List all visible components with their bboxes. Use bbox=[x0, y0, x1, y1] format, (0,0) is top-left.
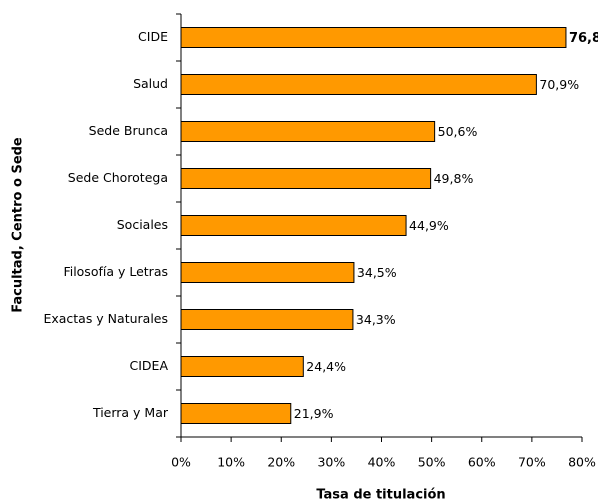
value-label: 49,8% bbox=[434, 171, 474, 186]
value-label: 70,9% bbox=[539, 77, 579, 92]
x-tick-label: 70% bbox=[518, 455, 546, 470]
bar bbox=[180, 262, 355, 283]
bar bbox=[180, 168, 432, 189]
bar bbox=[180, 74, 537, 95]
y-tick-label: Sede Brunca bbox=[89, 123, 168, 138]
x-tick-label: 80% bbox=[568, 455, 596, 470]
value-label: 24,4% bbox=[306, 359, 346, 374]
value-label: 76,8% bbox=[569, 31, 598, 46]
y-tick-label: Sede Chorotega bbox=[68, 170, 168, 185]
bar bbox=[180, 121, 436, 142]
y-axis-title: Facultad, Centro o Sede bbox=[11, 137, 26, 313]
y-tick-label: Sociales bbox=[117, 217, 168, 232]
value-label: 34,3% bbox=[356, 312, 396, 327]
y-tick-label: Salud bbox=[133, 76, 168, 91]
value-label: 34,5% bbox=[357, 265, 397, 280]
y-tick-label: Exactas y Naturales bbox=[43, 311, 168, 326]
x-tick-label: 40% bbox=[368, 455, 396, 470]
x-tick-label: 10% bbox=[217, 455, 245, 470]
bar bbox=[180, 356, 304, 377]
x-axis-title: Tasa de titulación bbox=[316, 488, 445, 503]
value-label: 44,9% bbox=[409, 218, 449, 233]
bar bbox=[180, 215, 407, 236]
x-tick-label: 20% bbox=[267, 455, 295, 470]
value-label: 50,6% bbox=[438, 124, 478, 139]
bar bbox=[180, 403, 292, 424]
x-tick-label: 50% bbox=[418, 455, 446, 470]
x-tick-label: 60% bbox=[468, 455, 496, 470]
value-label: 21,9% bbox=[294, 406, 334, 421]
x-tick-label: 30% bbox=[317, 455, 345, 470]
y-tick-label: CIDEA bbox=[130, 358, 169, 373]
y-tick-label: Filosofía y Letras bbox=[63, 264, 168, 279]
bar bbox=[180, 27, 567, 48]
x-tick-label: 0% bbox=[171, 455, 191, 470]
y-tick-label: Tierra y Mar bbox=[92, 405, 169, 420]
y-tick-label: CIDE bbox=[138, 29, 168, 44]
bar bbox=[180, 309, 354, 330]
